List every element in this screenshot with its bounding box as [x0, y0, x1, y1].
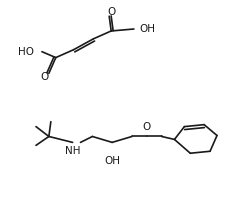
- Text: NH: NH: [65, 146, 80, 156]
- Text: O: O: [107, 7, 115, 17]
- Text: O: O: [41, 72, 49, 82]
- Text: O: O: [142, 122, 150, 132]
- Text: OH: OH: [104, 156, 120, 166]
- Text: OH: OH: [139, 24, 155, 34]
- Text: HO: HO: [18, 47, 34, 57]
